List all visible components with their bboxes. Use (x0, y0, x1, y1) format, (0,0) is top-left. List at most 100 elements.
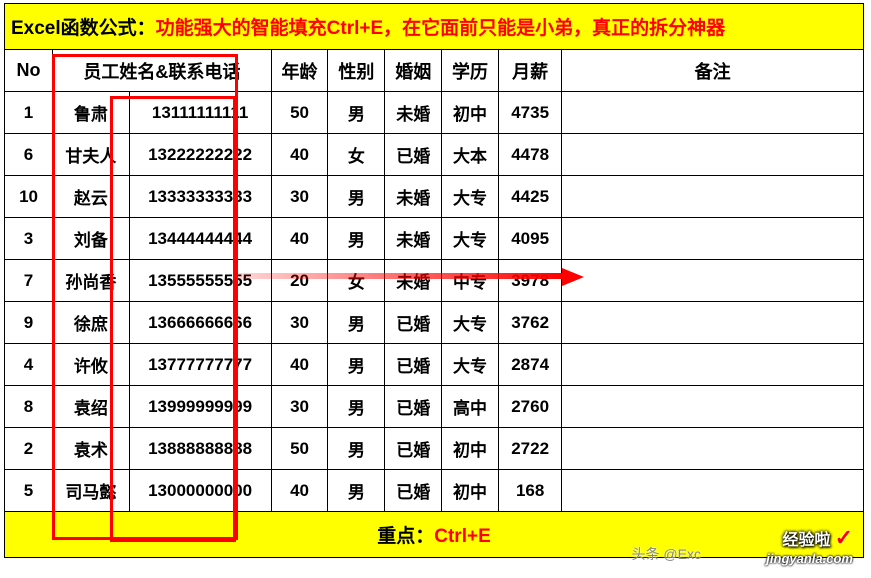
cell-salary: 168 (498, 470, 561, 512)
table-row: 6甘夫人1322222222240女已婚大本4478 (5, 134, 864, 176)
cell-edu: 大专 (442, 344, 499, 386)
cell-marriage: 已婚 (385, 134, 442, 176)
table-row: 2袁术1388888888850男已婚初中2722 (5, 428, 864, 470)
col-remark: 备注 (562, 50, 864, 92)
cell-edu: 初中 (442, 92, 499, 134)
cell-remark (562, 260, 864, 302)
cell-name: 孙尚香 (53, 260, 130, 302)
cell-remark (562, 470, 864, 512)
cell-gender: 男 (328, 302, 385, 344)
cell-age: 40 (271, 218, 328, 260)
col-name-phone: 员工姓名&联系电话 (53, 50, 272, 92)
col-gender: 性别 (328, 50, 385, 92)
cell-edu: 大专 (442, 176, 499, 218)
cell-salary: 3978 (498, 260, 561, 302)
cell-no: 1 (5, 92, 53, 134)
cell-gender: 男 (328, 386, 385, 428)
cell-salary: 4478 (498, 134, 561, 176)
cell-marriage: 未婚 (385, 260, 442, 302)
cell-no: 9 (5, 302, 53, 344)
cell-gender: 男 (328, 92, 385, 134)
cell-age: 30 (271, 302, 328, 344)
cell-name: 许攸 (53, 344, 130, 386)
cell-edu: 大专 (442, 218, 499, 260)
col-age: 年龄 (271, 50, 328, 92)
cell-no: 4 (5, 344, 53, 386)
cell-no: 6 (5, 134, 53, 176)
cell-phone: 13888888888 (129, 428, 271, 470)
cell-no: 2 (5, 428, 53, 470)
table-row: 5司马懿1300000000040男已婚初中168 (5, 470, 864, 512)
cell-no: 7 (5, 260, 53, 302)
cell-salary: 3762 (498, 302, 561, 344)
cell-no: 8 (5, 386, 53, 428)
cell-age: 40 (271, 470, 328, 512)
cell-no: 5 (5, 470, 53, 512)
cell-salary: 2874 (498, 344, 561, 386)
table-row: 10赵云1333333333330男未婚大专4425 (5, 176, 864, 218)
table-row: 1鲁肃1311111111150男未婚初中4735 (5, 92, 864, 134)
cell-salary: 2760 (498, 386, 561, 428)
title-prefix: Excel函数公式： (11, 18, 156, 39)
cell-name: 甘夫人 (53, 134, 130, 176)
cell-phone: 13333333333 (129, 176, 271, 218)
cell-edu: 高中 (442, 386, 499, 428)
cell-marriage: 已婚 (385, 470, 442, 512)
footer-label: 重点： (377, 526, 434, 547)
cell-age: 50 (271, 428, 328, 470)
col-salary: 月薪 (498, 50, 561, 92)
cell-remark (562, 386, 864, 428)
cell-edu: 大专 (442, 302, 499, 344)
table-row: 3刘备1344444444440男未婚大专4095 (5, 218, 864, 260)
cell-phone: 13111111111 (129, 92, 271, 134)
footer-row: 重点：Ctrl+E (5, 512, 864, 558)
cell-age: 30 (271, 176, 328, 218)
cell-gender: 男 (328, 428, 385, 470)
cell-salary: 4425 (498, 176, 561, 218)
footer-value: Ctrl+E (434, 526, 491, 547)
cell-name: 袁术 (53, 428, 130, 470)
cell-marriage: 已婚 (385, 386, 442, 428)
cell-salary: 4735 (498, 92, 561, 134)
cell-gender: 男 (328, 344, 385, 386)
col-marriage: 婚姻 (385, 50, 442, 92)
cell-name: 赵云 (53, 176, 130, 218)
cell-phone: 13666666666 (129, 302, 271, 344)
cell-age: 30 (271, 386, 328, 428)
cell-age: 20 (271, 260, 328, 302)
title-row: Excel函数公式：功能强大的智能填充Ctrl+E，在它面前只能是小弟，真正的拆… (5, 4, 864, 50)
cell-remark (562, 176, 864, 218)
cell-phone: 13999999999 (129, 386, 271, 428)
cell-name: 徐庶 (53, 302, 130, 344)
table-row: 7孙尚香1355555555520女未婚中专3978 (5, 260, 864, 302)
toutiao-watermark: 头条 @Exc (632, 544, 701, 564)
title-main: 功能强大的智能填充Ctrl+E，在它面前只能是小弟，真正的拆分神器 (156, 18, 726, 39)
table-row: 9徐庶1366666666630男已婚大专3762 (5, 302, 864, 344)
cell-remark (562, 302, 864, 344)
cell-age: 50 (271, 92, 328, 134)
cell-gender: 女 (328, 134, 385, 176)
header-row: No 员工姓名&联系电话 年龄 性别 婚姻 学历 月薪 备注 (5, 50, 864, 92)
cell-phone: 13555555555 (129, 260, 271, 302)
cell-marriage: 未婚 (385, 176, 442, 218)
cell-no: 3 (5, 218, 53, 260)
cell-marriage: 已婚 (385, 344, 442, 386)
cell-remark (562, 344, 864, 386)
cell-salary: 4095 (498, 218, 561, 260)
cell-remark (562, 428, 864, 470)
col-edu: 学历 (442, 50, 499, 92)
cell-marriage: 未婚 (385, 92, 442, 134)
cell-remark (562, 92, 864, 134)
col-no: No (5, 50, 53, 92)
cell-edu: 大本 (442, 134, 499, 176)
cell-marriage: 已婚 (385, 302, 442, 344)
cell-age: 40 (271, 134, 328, 176)
cell-edu: 初中 (442, 428, 499, 470)
cell-no: 10 (5, 176, 53, 218)
cell-marriage: 已婚 (385, 428, 442, 470)
cell-remark (562, 218, 864, 260)
table-row: 8袁绍1399999999930男已婚高中2760 (5, 386, 864, 428)
cell-salary: 2722 (498, 428, 561, 470)
cell-phone: 13000000000 (129, 470, 271, 512)
cell-edu: 中专 (442, 260, 499, 302)
